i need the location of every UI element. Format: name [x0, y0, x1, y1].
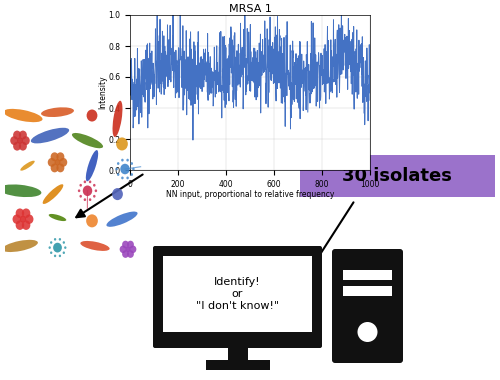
- Circle shape: [58, 255, 61, 257]
- Ellipse shape: [72, 133, 103, 148]
- Circle shape: [62, 252, 65, 254]
- Circle shape: [89, 180, 92, 183]
- Bar: [343, 270, 392, 280]
- Circle shape: [13, 142, 21, 150]
- Ellipse shape: [0, 184, 42, 197]
- Circle shape: [127, 250, 134, 258]
- Bar: [343, 286, 392, 296]
- Circle shape: [116, 138, 128, 150]
- Circle shape: [48, 158, 56, 167]
- Circle shape: [83, 185, 92, 196]
- Circle shape: [50, 163, 58, 173]
- Circle shape: [50, 241, 52, 244]
- Ellipse shape: [41, 107, 74, 117]
- Ellipse shape: [80, 241, 110, 251]
- Circle shape: [20, 216, 26, 223]
- Circle shape: [121, 177, 124, 179]
- Bar: [206, 360, 270, 370]
- Circle shape: [116, 168, 118, 170]
- Circle shape: [22, 220, 30, 230]
- Circle shape: [58, 238, 61, 241]
- Circle shape: [93, 184, 96, 187]
- Circle shape: [25, 214, 34, 224]
- Circle shape: [121, 159, 124, 162]
- Circle shape: [48, 246, 51, 249]
- Circle shape: [10, 136, 18, 145]
- Circle shape: [60, 158, 68, 167]
- Circle shape: [54, 255, 56, 257]
- Circle shape: [19, 131, 27, 139]
- Circle shape: [64, 246, 66, 249]
- Circle shape: [86, 214, 98, 227]
- Circle shape: [130, 173, 133, 176]
- Bar: [228, 346, 248, 360]
- Circle shape: [22, 136, 30, 145]
- Circle shape: [62, 241, 65, 244]
- Ellipse shape: [48, 214, 66, 221]
- Bar: [300, 155, 495, 197]
- Circle shape: [120, 245, 126, 253]
- Circle shape: [50, 252, 52, 254]
- Circle shape: [132, 168, 134, 170]
- FancyBboxPatch shape: [153, 246, 322, 348]
- Circle shape: [80, 195, 82, 198]
- Ellipse shape: [20, 161, 34, 171]
- Circle shape: [117, 173, 119, 176]
- Circle shape: [50, 152, 58, 161]
- Circle shape: [120, 164, 130, 174]
- Bar: [163, 256, 312, 332]
- Circle shape: [80, 184, 82, 187]
- Circle shape: [16, 220, 24, 230]
- Circle shape: [12, 214, 21, 224]
- Circle shape: [16, 209, 24, 218]
- Circle shape: [54, 238, 56, 241]
- Circle shape: [56, 152, 64, 161]
- Circle shape: [84, 180, 86, 183]
- Circle shape: [84, 198, 86, 201]
- Circle shape: [130, 245, 136, 253]
- Circle shape: [56, 163, 64, 173]
- Circle shape: [54, 159, 60, 166]
- Ellipse shape: [86, 150, 98, 181]
- Circle shape: [358, 322, 378, 342]
- Circle shape: [89, 198, 92, 201]
- Circle shape: [93, 195, 96, 198]
- Circle shape: [122, 250, 129, 258]
- Circle shape: [22, 209, 30, 218]
- X-axis label: NN input, proportional to relative frequency: NN input, proportional to relative frequ…: [166, 190, 334, 199]
- Circle shape: [19, 142, 27, 150]
- Circle shape: [126, 177, 129, 179]
- Ellipse shape: [112, 101, 122, 137]
- Text: Identify!
or
"I don't know!": Identify! or "I don't know!": [196, 277, 279, 310]
- Ellipse shape: [31, 128, 69, 143]
- Circle shape: [78, 189, 80, 192]
- Circle shape: [13, 131, 21, 139]
- Circle shape: [86, 109, 98, 122]
- Circle shape: [112, 188, 123, 200]
- Circle shape: [94, 189, 97, 192]
- Circle shape: [17, 137, 23, 144]
- Ellipse shape: [42, 184, 64, 204]
- Circle shape: [117, 162, 119, 165]
- Title: MRSA 1: MRSA 1: [228, 4, 272, 14]
- Circle shape: [126, 159, 129, 162]
- FancyBboxPatch shape: [332, 249, 403, 363]
- Circle shape: [126, 247, 130, 252]
- Circle shape: [130, 162, 133, 165]
- Ellipse shape: [4, 109, 42, 122]
- Circle shape: [127, 241, 134, 248]
- Text: 30 isolates: 30 isolates: [342, 167, 452, 185]
- Ellipse shape: [2, 240, 38, 252]
- Circle shape: [53, 243, 62, 252]
- Y-axis label: Intensity: Intensity: [98, 76, 107, 109]
- Circle shape: [122, 241, 129, 248]
- Ellipse shape: [106, 212, 138, 227]
